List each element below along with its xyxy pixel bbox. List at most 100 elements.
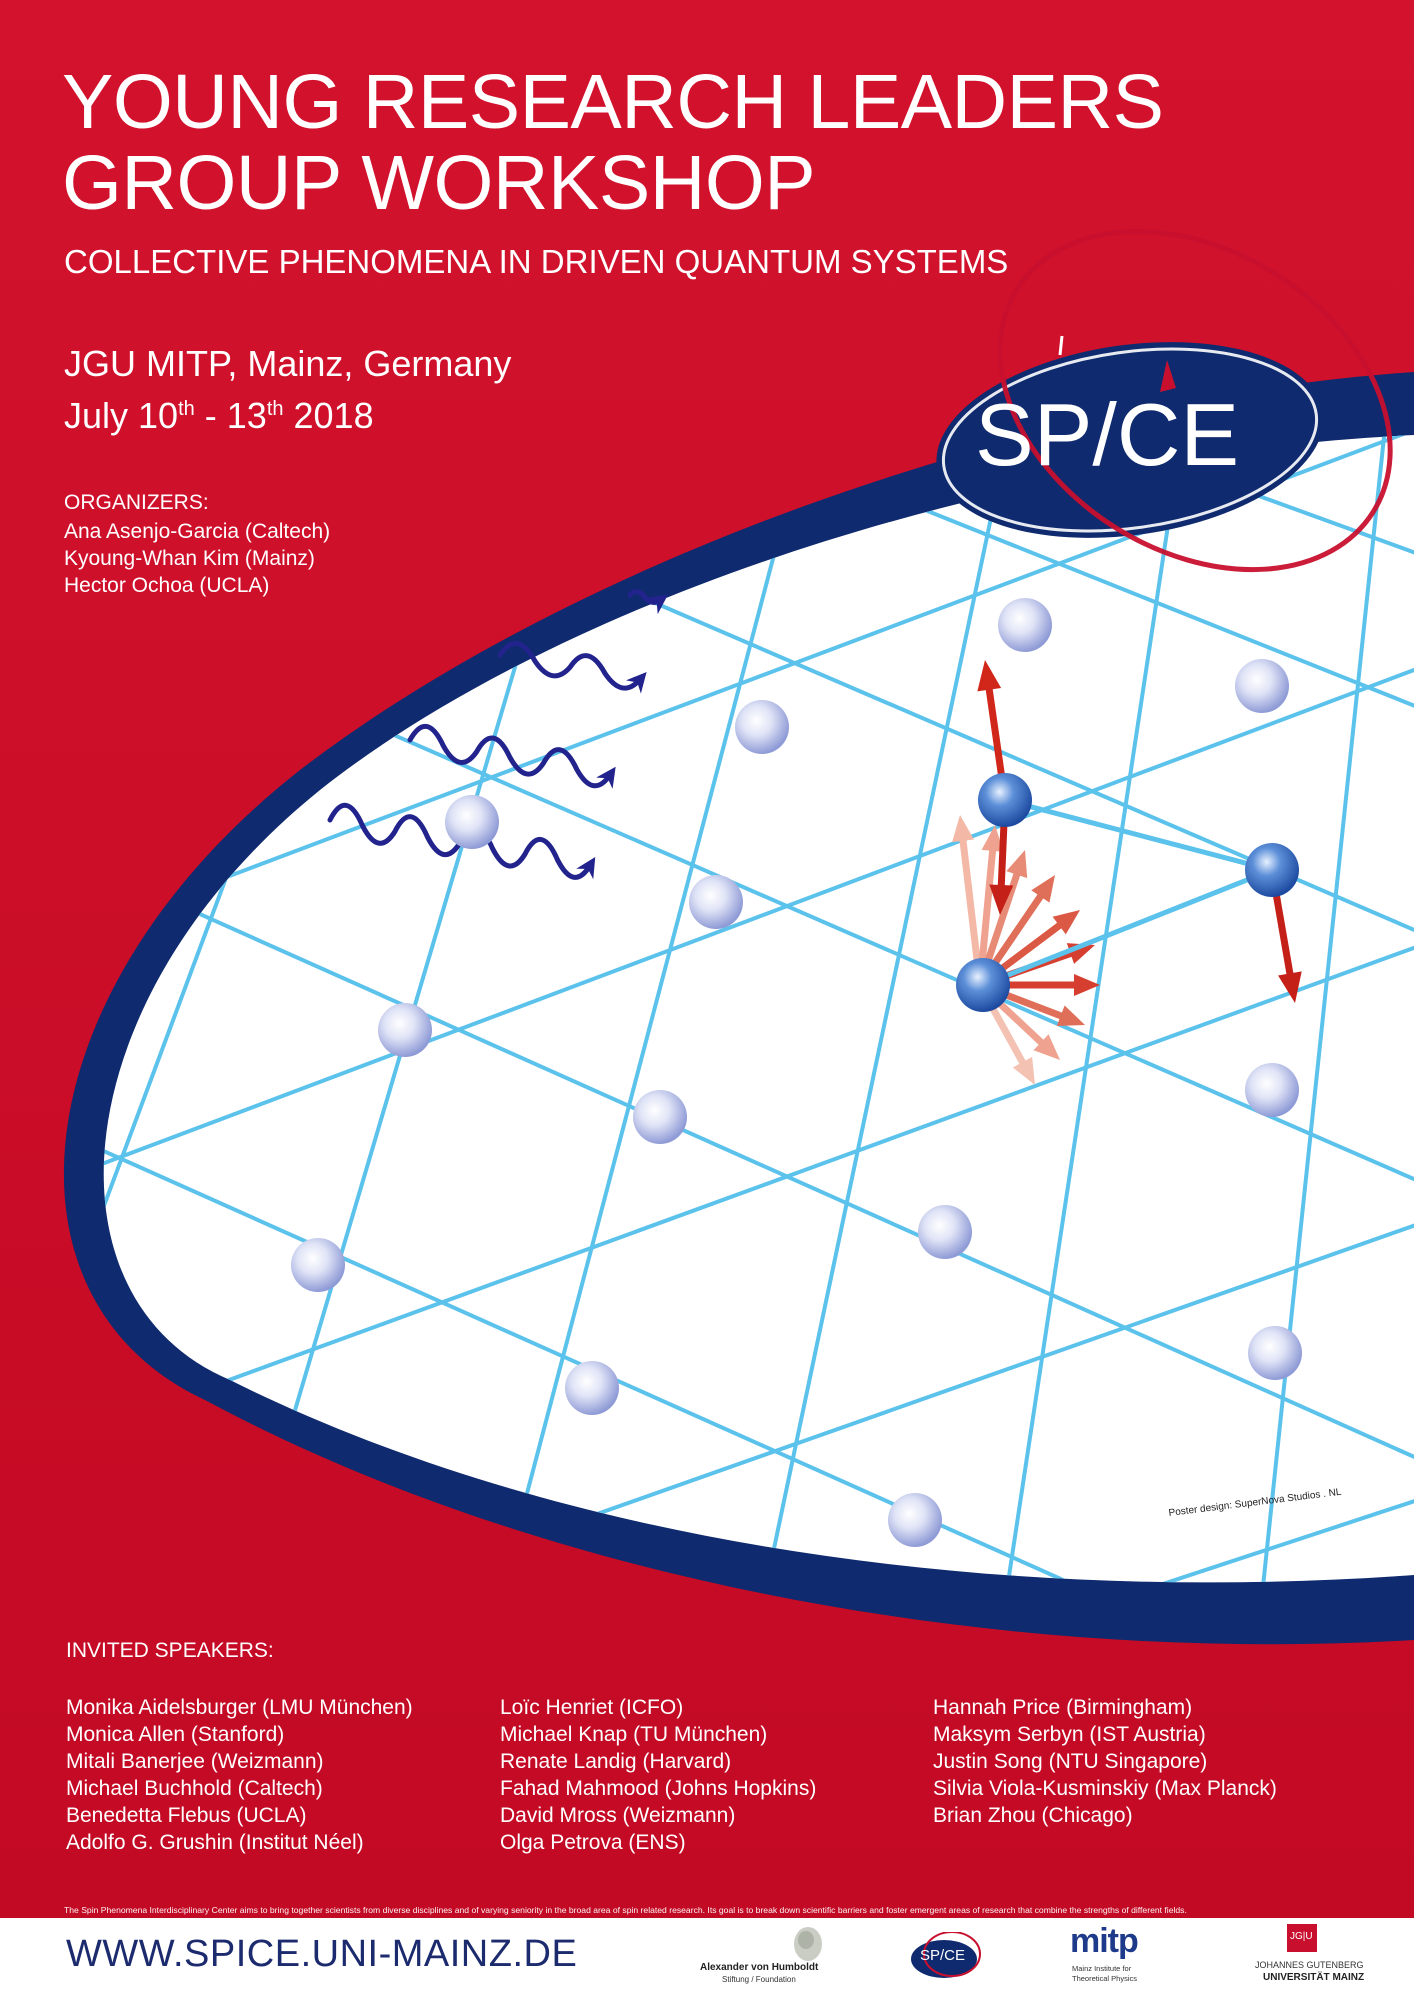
spin-arrowhead [1074, 974, 1100, 996]
atom-node-icon [1245, 1063, 1299, 1117]
logo-arrow-accent [1160, 360, 1176, 392]
speaker-name: Michael Buchhold (Caltech) [66, 1777, 323, 1800]
speaker-name: Hannah Price (Birmingham) [933, 1696, 1193, 1719]
speaker-name: Mitali Banerjee (Weizmann) [66, 1750, 324, 1773]
venue: JGU MITP, Mainz, Germany [64, 343, 512, 384]
spin-arrowhead [1056, 1005, 1085, 1027]
date-year: 2018 [283, 395, 374, 436]
speakers-column-2: Loïc Henriet (ICFO) Michael Knap (TU Mün… [500, 1694, 816, 1856]
mitp-line1: Mainz Institute for [1072, 1964, 1132, 1973]
spin-arrowhead [1006, 850, 1028, 879]
spice-small-text: SP/CE [920, 1947, 966, 1964]
mitp-logo: mitp Mainz Institute for Theoretical Phy… [1068, 1922, 1168, 1996]
jgu-logo-icon: JG|U [1287, 1924, 1317, 1952]
jgu-mark: JG|U [1290, 1931, 1313, 1942]
wave-arrow-icon [497, 641, 647, 694]
mitp-wordmark: mitp [1070, 1922, 1139, 1960]
speaker-name: Monica Allen (Stanford) [66, 1723, 285, 1746]
atom-node-icon [378, 1003, 432, 1057]
speaker-name: Brian Zhou (Chicago) [933, 1804, 1133, 1827]
atom-node-icon [445, 795, 499, 849]
atom-node-icon [918, 1205, 972, 1259]
date-start-sup: th [178, 398, 195, 420]
subtitle: COLLECTIVE PHENOMENA IN DRIVEN QUANTUM S… [64, 243, 1009, 280]
atom-node-icon [565, 1361, 619, 1415]
speaker-name: Michael Knap (TU München) [500, 1723, 768, 1746]
atom-node-icon [888, 1493, 942, 1547]
spice-small-logo: SP/CE [910, 1931, 981, 1982]
spin-arrowhead [989, 884, 1014, 915]
speaker-name: Silvia Viola-Kusminskiy (Max Planck) [933, 1777, 1277, 1800]
atom-node-icon [1235, 659, 1289, 713]
lattice-line [418, 435, 822, 1583]
spin-arrowhead [1278, 971, 1302, 1003]
spin-arrowhead [1033, 1034, 1060, 1060]
jgu-logo: JG|U JOHANNES GUTENBERG UNIVERSITÄT MAIN… [1255, 1922, 1395, 1996]
lattice-line [103, 1438, 1414, 1583]
speaker-name: David Mross (Weizmann) [500, 1804, 736, 1827]
speaker-name: Loïc Henriet (ICFO) [500, 1696, 684, 1719]
atom-node-icon [956, 958, 1010, 1012]
humboldt-portrait-icon [794, 1927, 822, 1961]
spin-arrowhead [977, 660, 1002, 692]
speaker-name: Benedetta Flebus (UCLA) [66, 1804, 307, 1827]
speaker-name: Monika Aidelsburger (LMU München) [66, 1696, 413, 1719]
spin-arrowhead [952, 815, 974, 843]
humboldt-logo: Alexander von Humboldt Stiftung / Founda… [700, 1922, 822, 1996]
spin-arrowhead [1031, 875, 1055, 903]
atom-node-icon [633, 1090, 687, 1144]
jgu-line1: JOHANNES GUTENBERG [1255, 1960, 1364, 1970]
speaker-name: Fahad Mahmood (Johns Hopkins) [500, 1777, 817, 1800]
spin-arrowhead [1012, 1056, 1035, 1085]
lattice-bond [1004, 797, 1273, 873]
speaker-name: Adolfo G. Grushin (Institut Néel) [66, 1831, 364, 1854]
logo-ce: CE [1116, 385, 1240, 484]
humboldt-name: Alexander von Humboldt [700, 1962, 819, 1973]
atom-node-icon [978, 773, 1032, 827]
speakers-column-1: Monika Aidelsburger (LMU München) Monica… [66, 1694, 413, 1856]
mitp-line2: Theoretical Physics [1072, 1974, 1138, 1983]
organizer-name: Hector Ochoa (UCLA) [64, 574, 270, 597]
humboldt-sub: Stiftung / Foundation [722, 1975, 796, 1984]
date-end-sup: th [266, 398, 284, 420]
atom-node-icon [1248, 1326, 1302, 1380]
logo-sp: SP [975, 385, 1093, 484]
organizers-heading: ORGANIZERS: [64, 491, 209, 514]
lattice-line [103, 1158, 1414, 1583]
spice-logo [936, 229, 1393, 573]
atom-node-icon [291, 1238, 345, 1292]
footer: WWW.SPICE.UNI-MAINZ.DE Alexander von Hum… [0, 1918, 1414, 2000]
speaker-name: Maksym Serbyn (IST Austria) [933, 1723, 1206, 1746]
atom-node-icon [689, 875, 743, 929]
organizer-name: Ana Asenjo-Garcia (Caltech) [64, 520, 331, 543]
atom-node-icon [1245, 843, 1299, 897]
title-line1: YOUNG RESEARCH LEADERS [62, 59, 1164, 145]
speaker-name: Justin Song (NTU Singapore) [933, 1750, 1208, 1773]
wave-arrow-icon [627, 589, 669, 615]
spin-arrowhead [1052, 910, 1080, 935]
logo-tick [1058, 335, 1064, 356]
lattice-line [1228, 435, 1392, 1583]
lattice-bond [982, 867, 1273, 988]
lattice-line [103, 1058, 1414, 1583]
spin-arrowhead [981, 825, 1004, 852]
title-line2: GROUP WORKSHOP [62, 140, 816, 226]
lattice-line [698, 435, 1022, 1583]
speaker-name: Renate Landig (Harvard) [500, 1750, 732, 1773]
lattice-line [103, 598, 1414, 1242]
jgu-line2: UNIVERSITÄT MAINZ [1263, 1972, 1365, 1983]
wave-arrow-icon [407, 723, 616, 789]
atom-node-icon [998, 598, 1052, 652]
spice-logo-text: SP/CE [975, 385, 1239, 485]
date-start: July 10 [64, 395, 179, 436]
website-link[interactable]: WWW.SPICE.UNI-MAINZ.DE [66, 1933, 578, 1975]
date-end: - 13 [194, 395, 267, 436]
speakers-column-3: Hannah Price (Birmingham) Maksym Serbyn … [933, 1694, 1277, 1829]
lattice-line [958, 435, 1192, 1583]
dates: July 10th - 13th 2018 [64, 388, 374, 437]
logo-slash: / [1092, 385, 1117, 484]
speaker-name: Olga Petrova (ENS) [500, 1831, 686, 1854]
organizer-name: Kyoung-Whan Kim (Mainz) [64, 547, 315, 570]
